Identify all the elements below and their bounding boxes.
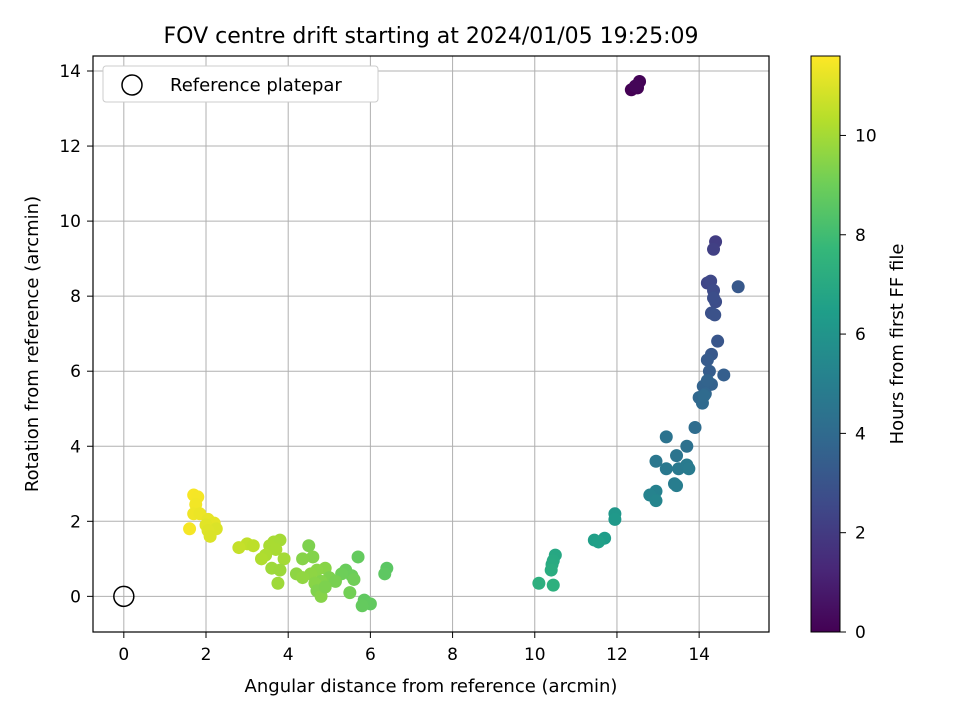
y-tick-label: 0 [70, 587, 81, 607]
data-point [378, 567, 392, 581]
data-point [273, 563, 287, 577]
data-point [347, 572, 361, 586]
reference-marker-group [113, 585, 135, 608]
colorbar-tick-label: 10 [855, 126, 877, 146]
data-point [302, 539, 316, 553]
data-point [711, 334, 725, 348]
x-axis-ticks: 0 2 4 6 8 10 12 14 [118, 632, 710, 665]
colorbar-gradient [810, 55, 841, 633]
data-point [700, 353, 714, 367]
colorbar-tick-label: 0 [855, 623, 866, 643]
data-point [731, 280, 745, 294]
data-point [670, 449, 684, 463]
colorbar: 0 2 4 6 8 10 Hours from first FF file [810, 55, 908, 643]
data-point [203, 529, 217, 543]
legend: Reference platepar [102, 65, 379, 103]
data-point [649, 454, 663, 468]
data-point [682, 462, 696, 476]
y-tick-label: 4 [70, 437, 81, 457]
data-point [296, 571, 310, 585]
x-tick-label: 4 [283, 645, 294, 665]
data-point [708, 308, 722, 322]
y-tick-label: 6 [70, 362, 81, 382]
data-point [659, 430, 673, 444]
data-point [183, 522, 197, 536]
colorbar-ticks: 0 2 4 6 8 10 [840, 126, 877, 643]
data-point [717, 368, 731, 382]
data-points [183, 75, 745, 613]
colorbar-label: Hours from first FF file [887, 244, 908, 445]
data-point [707, 291, 721, 305]
data-point [232, 541, 246, 555]
data-point [700, 374, 714, 388]
data-point [649, 494, 663, 508]
x-tick-label: 8 [447, 645, 458, 665]
data-point [544, 563, 558, 577]
x-tick-label: 10 [524, 645, 546, 665]
data-point [351, 550, 365, 564]
data-point [659, 462, 673, 476]
legend-box [102, 65, 379, 103]
data-point [343, 586, 357, 600]
data-point [628, 79, 642, 93]
chart-title: FOV centre drift starting at 2024/01/05 … [164, 24, 699, 49]
data-point [328, 574, 342, 588]
x-tick-label: 2 [201, 645, 212, 665]
data-point [269, 542, 283, 556]
plot-area: 0 2 4 6 8 10 12 14 0 2 4 6 8 10 12 14 [59, 55, 770, 665]
x-tick-label: 14 [688, 645, 710, 665]
y-tick-label: 10 [59, 212, 81, 232]
y-tick-label: 14 [59, 62, 81, 82]
data-point [271, 576, 285, 590]
x-tick-label: 12 [606, 645, 628, 665]
colorbar-tick-label: 6 [855, 325, 866, 345]
legend-reference-marker [121, 74, 143, 96]
data-point [670, 479, 684, 493]
gridlines [93, 56, 769, 632]
data-point [591, 535, 605, 549]
data-point [707, 242, 721, 256]
data-point [355, 599, 369, 613]
data-point [532, 576, 546, 590]
y-tick-label: 2 [70, 512, 81, 532]
data-point [246, 539, 260, 553]
y-tick-label: 8 [70, 287, 81, 307]
colorbar-tick-label: 8 [855, 226, 866, 246]
reference-marker [113, 585, 135, 608]
data-point [697, 389, 711, 403]
x-axis-label: Angular distance from reference (arcmin) [245, 676, 618, 697]
x-tick-label: 0 [118, 645, 129, 665]
data-point [546, 578, 560, 592]
colorbar-tick-label: 4 [855, 424, 866, 444]
data-point [680, 439, 694, 453]
data-point [318, 580, 332, 594]
data-point [277, 552, 291, 566]
data-point [296, 552, 310, 566]
data-point [306, 550, 320, 564]
y-axis-label: Rotation from reference (arcmin) [22, 196, 43, 492]
x-tick-label: 6 [365, 645, 376, 665]
y-tick-label: 12 [59, 137, 81, 157]
y-axis-ticks: 0 2 4 6 8 10 12 14 [59, 62, 93, 607]
plot-frame [92, 55, 770, 633]
data-point [688, 420, 702, 434]
legend-reference-label: Reference platepar [170, 75, 342, 96]
data-point [608, 512, 622, 526]
data-point [254, 552, 268, 566]
colorbar-tick-label: 2 [855, 524, 866, 544]
